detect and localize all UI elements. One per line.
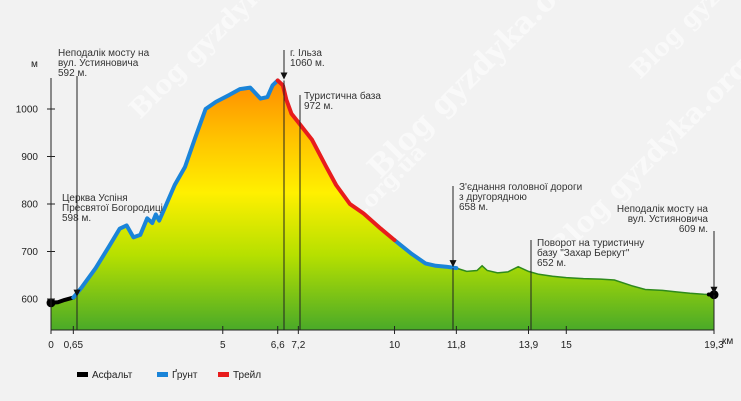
legend-label: Трейл [233, 370, 261, 381]
annotation-line: 592 м. [58, 68, 87, 79]
annotation-line: 609 м. [679, 224, 708, 235]
x-tick-label: 15 [561, 340, 573, 351]
legend-label: Ґрунт [172, 368, 198, 381]
x-tick-label: 5 [220, 340, 226, 351]
surface-line-Ґрунт [392, 238, 459, 271]
annotation-line: базу "Захар Беркут" [537, 247, 630, 259]
annotation: З'єднання головної дороги з другорядною 65… [449, 182, 582, 330]
x-axis-label: км [722, 336, 733, 347]
annotation-label: Церква Успіня Пресвятої Богородиці 598 м. [62, 193, 163, 224]
surface-lines [46, 78, 719, 308]
legend-swatch [218, 372, 229, 377]
annotation-line: вул. Устияновича [58, 58, 139, 69]
annotation-arrow [73, 289, 81, 297]
annotation-line: Поворот на туристичну [537, 238, 644, 249]
annotation-label: Туристична база 972 м. [304, 90, 381, 112]
x-tick-label: 6,6 [271, 340, 285, 351]
annotation-label: Поворот на туристичну базу "Захар Беркут"… [537, 238, 644, 269]
annotation-line: Туристична база [304, 90, 381, 102]
annotation-line: г. Ільза [290, 48, 322, 59]
legend-label: Асфальт [92, 369, 133, 381]
annotation-line: Неподалік мосту на [617, 204, 709, 215]
annotation-line: З'єднання головної дороги [459, 182, 582, 193]
annotation-line: 652 м. [537, 258, 566, 269]
annotation-line: вул. Устияновича [628, 214, 709, 225]
annotation: Поворот на туристичну базу "Захар Беркут"… [530, 238, 644, 330]
annotation: г. Ільза 1060 м. [280, 48, 325, 330]
x-tick-label: 0,65 [64, 340, 84, 351]
annotation: Туристична база 972 м. [299, 90, 381, 330]
y-tick-label: 900 [21, 152, 38, 163]
y-tick-labels: 600 700 800 900 1000 [16, 105, 55, 306]
annotation-arrow [710, 286, 718, 294]
x-tick-label: 13,9 [519, 340, 539, 351]
x-tick-label: 11,8 [447, 340, 466, 351]
annotation-label: Неподалік мосту на вул. Устияновича 592 м. [58, 48, 150, 79]
y-axis-label: м [31, 59, 38, 70]
annotation-line: 972 м. [304, 101, 333, 112]
legend-swatch [157, 372, 168, 377]
legend: Асфальт Ґрунт Трейл [77, 368, 261, 381]
annotations: Неподалік мосту на вул. Устияновича 592 м.… [58, 48, 718, 330]
surface-line-Ґрунт [71, 78, 280, 300]
annotation-line: з другорядною [459, 192, 527, 203]
x-tick-label: 19,3 [704, 340, 724, 351]
annotation-line: Церква Успіня [62, 193, 128, 204]
annotation-label: г. Ільза 1060 м. [290, 48, 325, 69]
x-tick-label: 10 [389, 340, 401, 351]
annotation-line: Пресвятої Богородиці [62, 203, 163, 214]
y-tick-label: 600 [21, 295, 38, 306]
x-tick-label: 0 [48, 340, 54, 351]
annotation: Церква Успіня Пресвятої Богородиці 598 м. [62, 193, 163, 330]
x-tick-label: 7,2 [291, 340, 305, 351]
annotation-arrow [449, 260, 457, 268]
legend-swatch [77, 372, 88, 377]
annotation-line: 1060 м. [290, 58, 325, 69]
y-tick-label: 1000 [16, 105, 39, 116]
y-tick-label: 700 [21, 247, 38, 258]
elevation-area [51, 80, 714, 330]
y-tick-label: 800 [21, 200, 38, 211]
x-tick-labels: 0 0,65 5 6,6 7,2 10 11,8 13,9 15 19,3 [48, 326, 724, 351]
annotation: Неподалік мосту на вул. Устияновича 609 м. [617, 204, 718, 330]
annotation-line: 598 м. [62, 213, 91, 224]
annotation-line: Неподалік мосту на [58, 48, 150, 59]
surface-line-Трейл [275, 78, 397, 243]
annotation-line: 658 м. [459, 202, 488, 213]
annotation-label: Неподалік мосту на вул. Устияновича 609 м. [617, 204, 709, 235]
annotation-arrow [280, 72, 288, 80]
annotation-label: З'єднання головної дороги з другорядною 65… [459, 182, 582, 213]
